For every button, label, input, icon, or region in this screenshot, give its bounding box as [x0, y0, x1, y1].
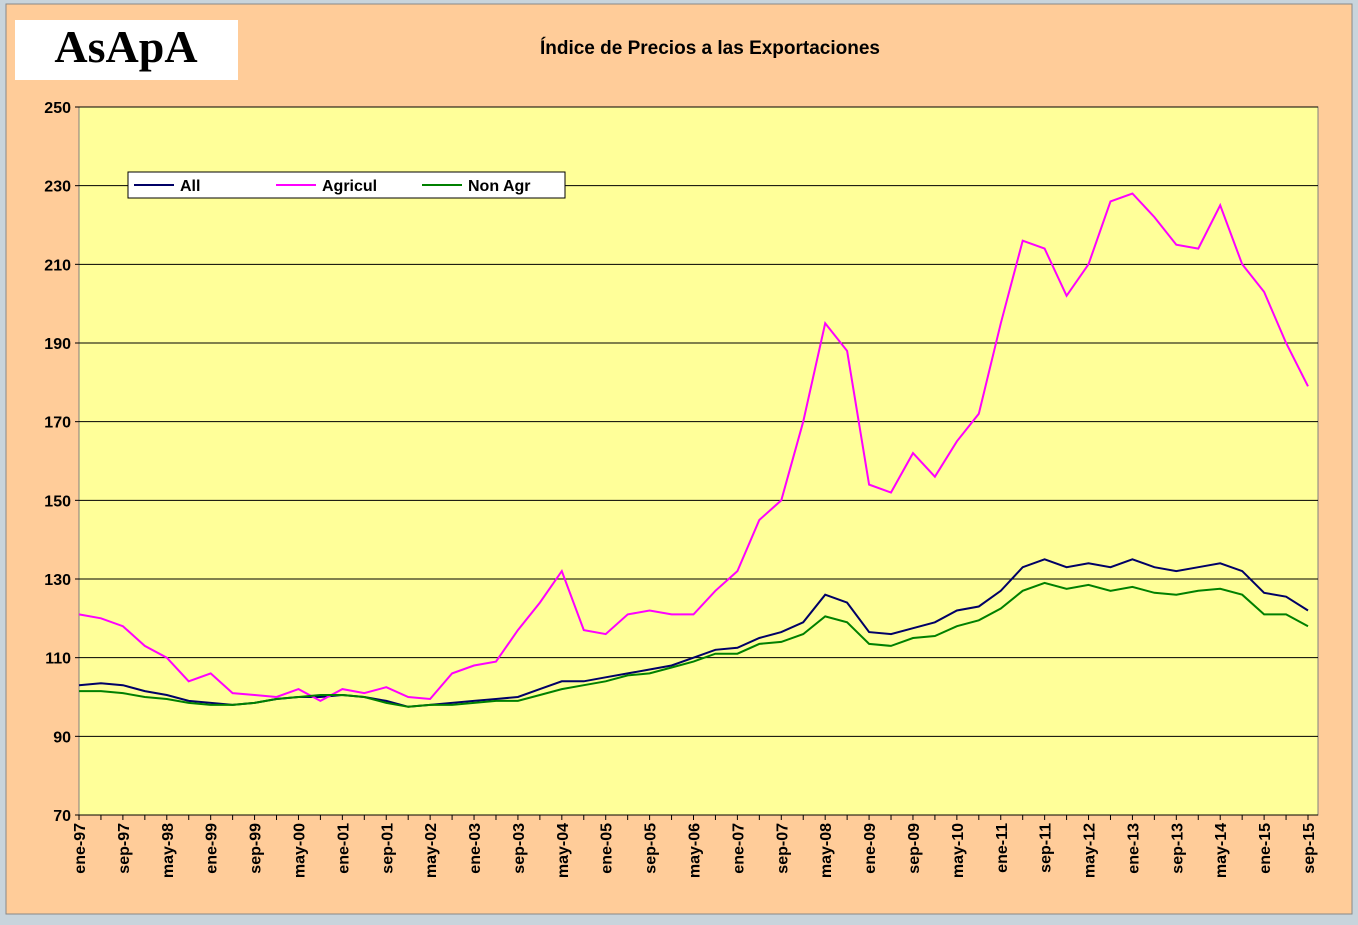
y-tick-label: 230: [44, 179, 71, 196]
x-tick-label: ene-97: [72, 823, 89, 874]
x-tick-label: sep-97: [116, 823, 133, 874]
x-tick-label: may-12: [1082, 823, 1099, 878]
series-line: [78, 192, 1309, 703]
y-tick-label: 110: [45, 651, 71, 668]
plot-area: [78, 106, 1319, 816]
x-tick-label: ene-03: [467, 823, 484, 874]
y-tick-label: 250: [44, 100, 71, 117]
x-tick-label: sep-07: [774, 823, 791, 874]
legend-label: All: [180, 178, 200, 195]
x-tick-label: sep-13: [1169, 823, 1186, 874]
x-tick-label: ene-99: [204, 823, 221, 874]
y-tick-label: 130: [44, 572, 71, 589]
legend-label: Agricul: [322, 178, 377, 195]
legend-box: [127, 171, 566, 199]
x-tick-label: may-02: [423, 823, 440, 878]
series-line: [79, 581, 1309, 708]
x-tick-label: ene-15: [1257, 823, 1274, 874]
y-tick-label: 90: [53, 729, 71, 746]
x-tick-label: sep-15: [1301, 823, 1318, 874]
x-tick-label: ene-05: [599, 823, 616, 874]
x-tick-label: sep-11: [1038, 823, 1055, 873]
y-tick-label: 190: [44, 336, 71, 353]
x-tick-label: sep-99: [248, 823, 265, 874]
x-tick-label: may-04: [555, 823, 572, 878]
x-tick-label: may-98: [160, 823, 177, 878]
x-tick-label: sep-05: [643, 823, 660, 874]
x-tick-label: ene-09: [862, 823, 879, 874]
x-tick-label: ene-01: [335, 823, 352, 874]
x-tick-label: may-08: [818, 823, 835, 878]
x-tick-label: ene-13: [1125, 823, 1142, 874]
x-tick-label: ene-11: [994, 823, 1011, 873]
logo-box: [15, 20, 238, 80]
x-tick-label: sep-01: [379, 823, 396, 874]
y-tick-label: 70: [53, 808, 71, 825]
x-tick-label: sep-03: [511, 823, 528, 874]
y-tick-label: 210: [44, 257, 71, 274]
y-tick-label: 170: [44, 415, 71, 432]
x-tick-label: may-14: [1213, 823, 1230, 878]
legend-label: Non Agr: [468, 178, 531, 195]
x-tick-label: may-06: [687, 823, 704, 878]
y-tick-label: 150: [44, 493, 71, 510]
x-tick-label: may-10: [950, 823, 967, 878]
logo: AsApA: [54, 21, 197, 72]
x-tick-label: ene-07: [730, 823, 747, 874]
x-tick-label: may-00: [291, 823, 308, 878]
x-tick-label: sep-09: [906, 823, 923, 874]
chart-title: Índice de Precios a las Exportaciones: [540, 37, 880, 59]
